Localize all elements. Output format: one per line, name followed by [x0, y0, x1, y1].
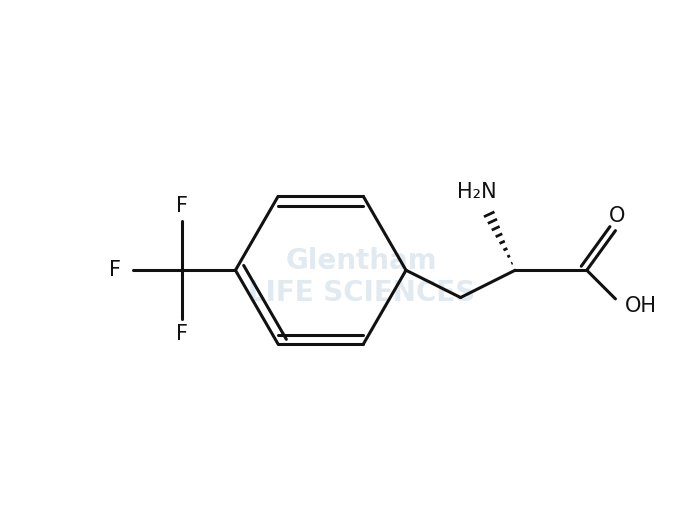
Text: OH: OH — [625, 296, 657, 316]
Text: O: O — [609, 205, 626, 226]
Text: H₂N: H₂N — [457, 183, 497, 202]
Text: F: F — [176, 196, 188, 216]
Text: Glentham
LIFE SCIENCES: Glentham LIFE SCIENCES — [248, 247, 475, 307]
Text: F: F — [176, 324, 188, 344]
Text: F: F — [109, 260, 121, 280]
